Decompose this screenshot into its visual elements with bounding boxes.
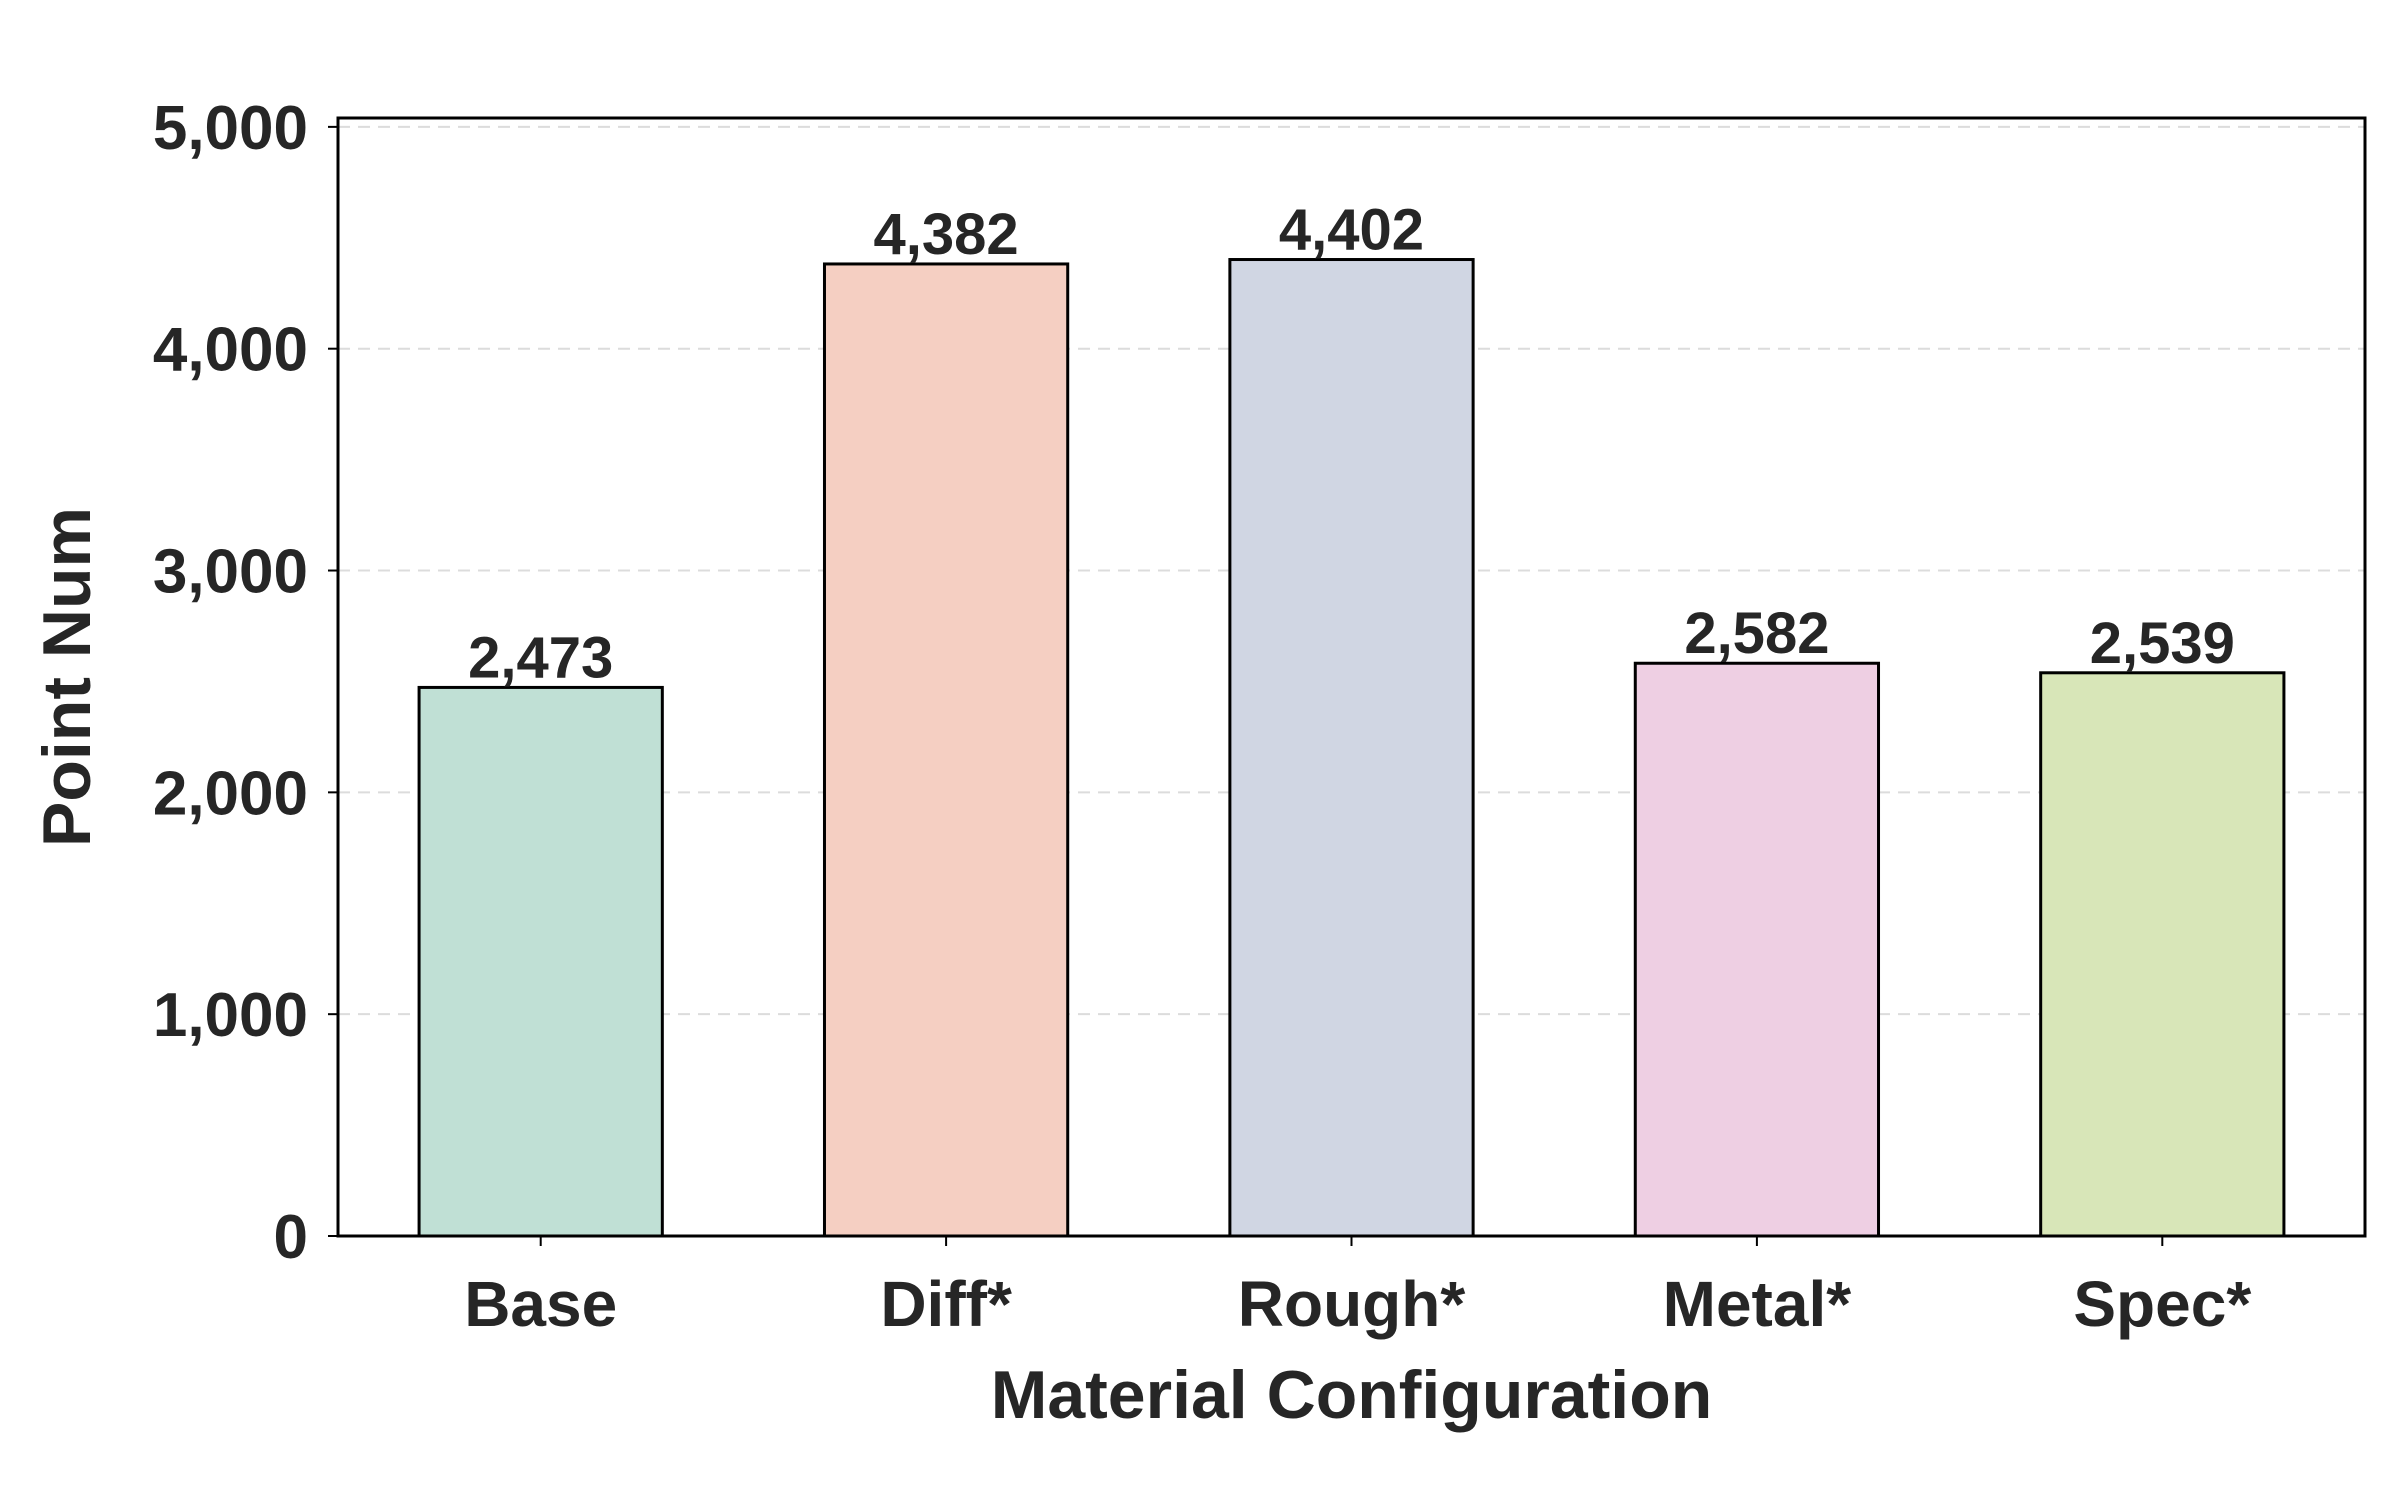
y-tick-label: 2,000 [153, 759, 308, 828]
bars [417, 258, 2286, 1238]
bar-rough [1228, 258, 1475, 1238]
value-labels: 2,473 4,382 4,402 2,582 2,539 [468, 198, 2235, 691]
value-label: 2,473 [468, 625, 613, 690]
y-axis-ticks: 0 1,000 2,000 3,000 4,000 5,000 [153, 94, 338, 1272]
grid-lines [338, 125, 2365, 1016]
x-tick-label: Diff* [880, 1268, 1012, 1340]
x-axis-title: Material Configuration [991, 1357, 1713, 1433]
y-tick-label: 5,000 [153, 94, 308, 163]
bar-metal [1633, 661, 1881, 1238]
value-label: 2,582 [1684, 601, 1829, 666]
bar-base [417, 685, 664, 1238]
value-label: 4,382 [874, 202, 1019, 267]
y-axis-title: Point Num [29, 507, 105, 847]
y-tick-label: 1,000 [153, 981, 308, 1050]
value-label: 2,539 [2090, 611, 2235, 676]
x-tick-label: Base [464, 1268, 617, 1340]
x-axis-ticks: Base Diff* Rough* Metal* Spec* [464, 1236, 2251, 1340]
x-tick-label: Metal* [1663, 1268, 1852, 1340]
x-tick-label: Spec* [2073, 1268, 2251, 1340]
y-tick-label: 0 [274, 1203, 308, 1272]
y-tick-label: 4,000 [153, 316, 308, 385]
x-tick-label: Rough* [1238, 1268, 1466, 1340]
bar-spec [2039, 671, 2286, 1238]
y-tick-label: 3,000 [153, 538, 308, 607]
value-label: 4,402 [1279, 198, 1424, 263]
bar-diff [822, 262, 1070, 1238]
